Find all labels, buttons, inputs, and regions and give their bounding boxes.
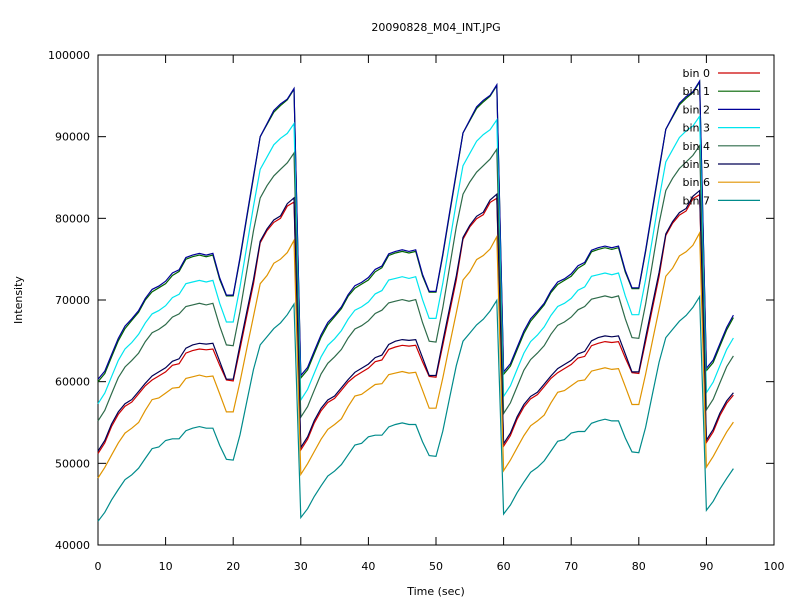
chart-title: 20090828_M04_INT.JPG <box>371 21 500 34</box>
series-line-bin-1 <box>97 80 734 383</box>
legend-label: bin 6 <box>682 176 710 189</box>
plot-frame <box>97 54 775 546</box>
x-tick-label: 100 <box>764 560 785 573</box>
series-line-bin-5 <box>97 189 734 452</box>
y-tick-label: 90000 <box>55 131 90 144</box>
x-tick-label: 50 <box>429 560 443 573</box>
y-tick-label: 80000 <box>55 212 90 225</box>
y-tick-label: 70000 <box>55 294 90 307</box>
legend-label: bin 2 <box>682 103 710 116</box>
series-line-bin-0 <box>97 193 734 454</box>
legend-label: bin 5 <box>682 158 710 171</box>
y-tick-label: 100000 <box>48 49 90 62</box>
legend-label: bin 4 <box>682 140 710 153</box>
x-tick-label: 80 <box>632 560 646 573</box>
y-tick-label: 60000 <box>55 376 90 389</box>
series-line-bin-6 <box>97 230 734 479</box>
x-tick-label: 70 <box>564 560 578 573</box>
legend-label: bin 7 <box>682 194 710 207</box>
x-tick-label: 20 <box>226 560 240 573</box>
x-tick-label: 40 <box>361 560 375 573</box>
series-line-bin-4 <box>97 143 734 422</box>
legend-label: bin 0 <box>682 67 710 80</box>
series-line-bin-7 <box>97 294 734 522</box>
y-tick-label: 40000 <box>55 539 90 552</box>
x-tick-label: 90 <box>699 560 713 573</box>
x-tick-label: 0 <box>95 560 102 573</box>
axis-ticks: 0 10 20 30 40 50 60 70 80 90 100 40000 50000 60000 700… <box>48 49 785 573</box>
y-axis-label: Intensity <box>12 276 25 324</box>
legend: bin 0 bin 1 bin 2 bin 3 bin 4 bin 5 bin 6 bin 7 <box>682 67 760 207</box>
legend-label: bin 3 <box>682 122 710 135</box>
series-line-bin-2 <box>97 79 734 380</box>
x-tick-label: 10 <box>159 560 173 573</box>
x-axis-label: Time (sec) <box>406 585 465 598</box>
y-tick-label: 50000 <box>55 457 90 470</box>
x-tick-label: 30 <box>294 560 308 573</box>
series-line-bin-3 <box>97 114 734 405</box>
x-tick-label: 60 <box>497 560 511 573</box>
series-lines <box>97 79 734 522</box>
legend-label: bin 1 <box>682 85 710 98</box>
